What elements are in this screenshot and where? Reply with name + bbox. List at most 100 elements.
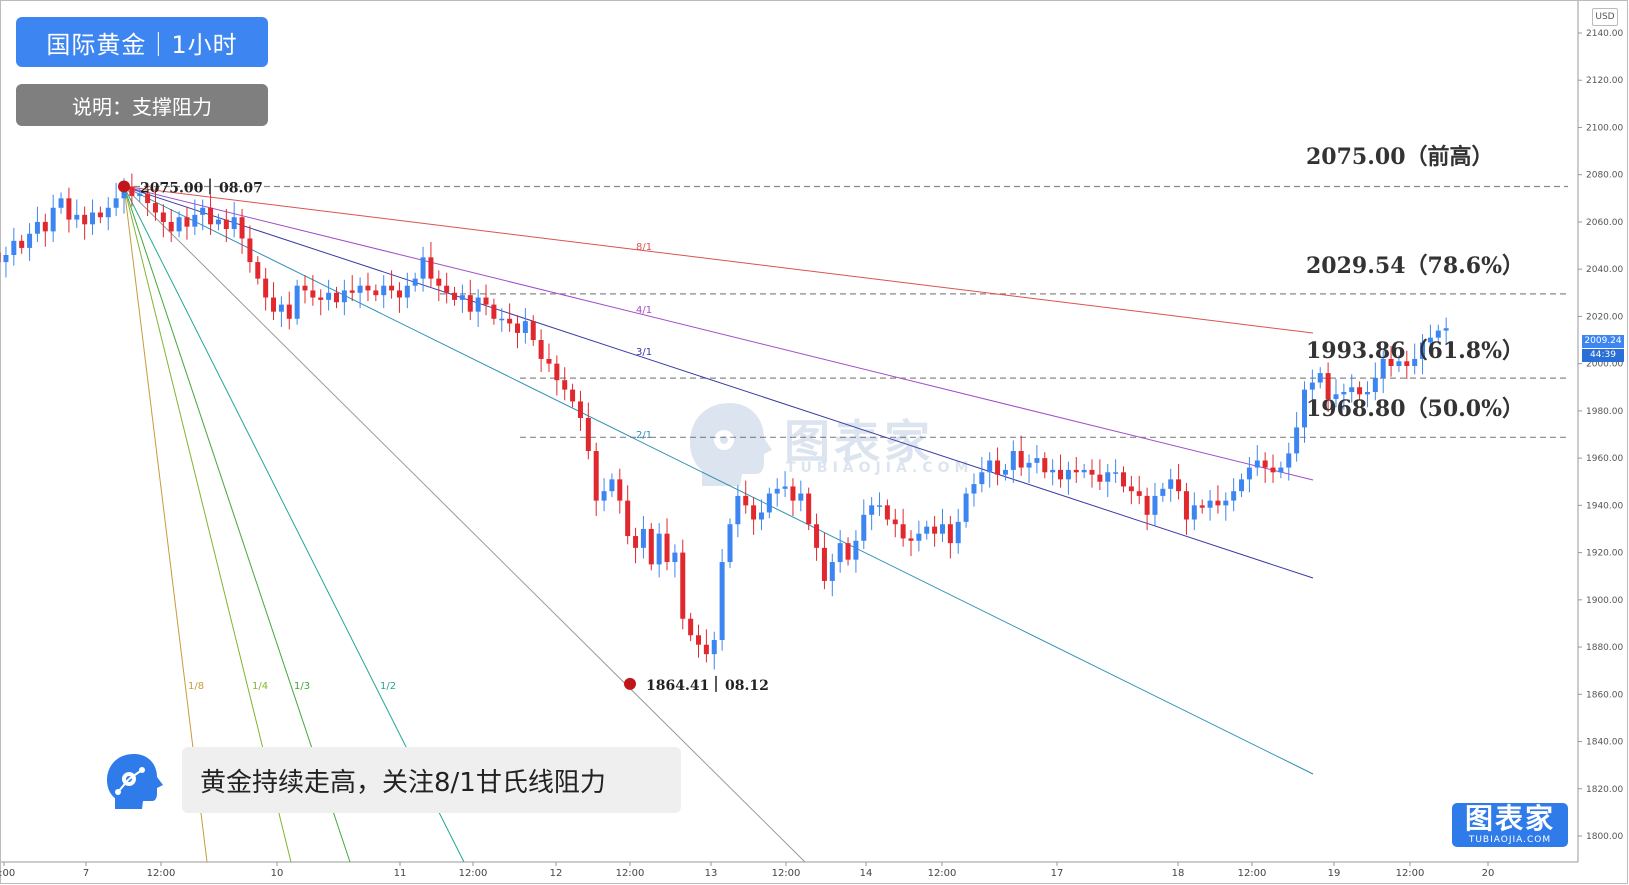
candle-body <box>42 221 48 232</box>
candle-body <box>3 255 9 263</box>
brand-url: TUBIAOJIA.COM <box>1468 835 1552 845</box>
gann-fan-label: 3/1 <box>636 347 652 358</box>
candle-body <box>412 278 418 286</box>
gann-fan-label: 1/4 <box>252 681 268 692</box>
candle-body <box>1349 387 1355 392</box>
candle-body <box>821 547 827 581</box>
pivot-low-marker <box>624 677 636 690</box>
candle-body <box>1152 495 1158 515</box>
analysis-note: 黄金持续走高，关注8/1甘氏线阻力 <box>182 747 681 813</box>
candle-body <box>1065 469 1071 480</box>
subtitle-badge: 说明：支撑阻力 <box>16 84 268 126</box>
candle-body <box>436 278 442 286</box>
candle-body <box>971 484 977 494</box>
candle-body <box>452 292 458 300</box>
brand-logo[interactable]: 图表家 TUBIAOJIA.COM <box>1452 803 1568 847</box>
x-tick-label: 12:00 <box>772 868 801 879</box>
candle-body <box>546 358 552 364</box>
watermark: 图表家 TUBIAOJIA.COM <box>680 398 968 488</box>
candle-body <box>806 493 812 525</box>
candle-body <box>751 505 757 520</box>
x-tick-label: 12:00 <box>616 868 645 879</box>
candle-body <box>145 193 151 204</box>
candle-body <box>522 321 528 333</box>
candle-body <box>884 505 890 520</box>
candle-body <box>814 524 820 548</box>
candle-body <box>1294 427 1300 454</box>
candle-body <box>633 536 639 548</box>
candle-body <box>152 203 158 213</box>
gann-fan-line <box>123 186 1314 775</box>
candle-body <box>758 512 764 520</box>
candle-body <box>1191 505 1197 520</box>
currency-tag[interactable]: USD <box>1592 8 1618 26</box>
candle-body <box>1404 361 1410 367</box>
candle-body <box>420 257 426 279</box>
candle-body <box>499 318 505 321</box>
pivot-low-price: 1864.41 <box>646 678 709 694</box>
candle-body <box>1231 491 1237 501</box>
y-tick-label: 1860.00 <box>1586 690 1623 700</box>
candle-body <box>1388 358 1394 367</box>
candle-body <box>82 214 88 225</box>
candle-body <box>1176 479 1182 492</box>
x-tick-label: 12:00 <box>928 868 957 879</box>
candle-body <box>1380 358 1386 378</box>
candle-body <box>333 292 339 303</box>
candle-body <box>987 460 993 473</box>
candle-body <box>1081 469 1087 473</box>
candle-body <box>1254 460 1260 468</box>
candle-body <box>735 495 741 525</box>
candle-body <box>1396 361 1402 367</box>
candle-body <box>585 417 591 452</box>
candle-body <box>1113 472 1119 474</box>
candle-body <box>341 290 347 303</box>
candle-body <box>231 217 237 230</box>
candle-body <box>318 297 324 300</box>
candle-body <box>829 562 835 581</box>
candle-body <box>90 212 96 225</box>
title-badge: 国际黄金｜1小时 <box>16 17 268 67</box>
watermark-url: TUBIAOJIA.COM <box>786 460 974 476</box>
countdown-tag: 44:39 <box>1582 349 1624 362</box>
level-label-1993: 1993.86（61.8%） <box>1306 338 1524 364</box>
candle-body <box>562 380 568 390</box>
watermark-text: 图表家 <box>784 415 934 469</box>
candle-body <box>105 207 111 218</box>
candle-body <box>955 521 961 544</box>
candle-body <box>892 519 898 525</box>
candle-body <box>302 285 308 291</box>
y-tick-label: 1980.00 <box>1586 407 1623 417</box>
candle-body <box>176 217 182 232</box>
candle-body <box>19 240 25 248</box>
candle-body <box>1058 469 1064 480</box>
pivot-high-date: 08.07 <box>219 181 263 197</box>
candle-body <box>1302 389 1307 428</box>
candle-body <box>1097 474 1103 482</box>
candle-body <box>1050 469 1056 473</box>
candle-body <box>349 290 355 293</box>
candle-body <box>939 524 945 534</box>
y-tick-label: 2100.00 <box>1586 123 1623 133</box>
candle-body <box>1160 488 1166 496</box>
candle-body <box>1026 462 1032 468</box>
candle-body <box>845 543 851 560</box>
pivot-high-price: 2075.00 <box>140 181 204 197</box>
y-tick-label: 1880.00 <box>1586 643 1623 653</box>
x-tick-label: 12:00 <box>1238 868 1267 879</box>
candle-body <box>916 533 922 541</box>
candle-body <box>381 285 387 296</box>
candle-body <box>483 297 489 305</box>
candle-body <box>365 285 371 291</box>
candle-body <box>0 252 1 263</box>
gann-fan-line <box>123 186 1314 334</box>
candle-body <box>1341 391 1347 395</box>
watermark-head-icon <box>690 403 772 486</box>
candle-body <box>50 207 56 232</box>
gann-fan-label: 1/2 <box>380 681 396 692</box>
candle-body <box>1309 382 1315 390</box>
candle-body <box>1089 469 1095 475</box>
gann-fan-label: 1/3 <box>294 681 310 692</box>
candle-body <box>1223 500 1229 506</box>
